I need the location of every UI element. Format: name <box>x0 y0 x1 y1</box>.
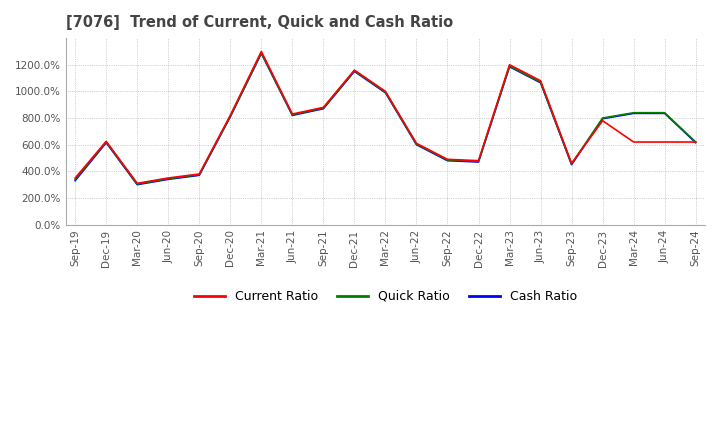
Current Ratio <box>444 157 452 162</box>
Current Ratio <box>164 176 173 181</box>
Quick Ratio <box>505 63 514 69</box>
Quick Ratio <box>257 50 266 55</box>
Text: [7076]  Trend of Current, Quick and Cash Ratio: [7076] Trend of Current, Quick and Cash … <box>66 15 453 30</box>
Current Ratio <box>226 113 235 118</box>
Current Ratio <box>319 105 328 110</box>
Quick Ratio <box>381 89 390 95</box>
Cash Ratio <box>412 142 420 147</box>
Quick Ratio <box>567 161 576 167</box>
Current Ratio <box>350 67 359 73</box>
Current Ratio <box>660 139 669 145</box>
Current Ratio <box>195 171 204 176</box>
Current Ratio <box>381 89 390 94</box>
Cash Ratio <box>195 172 204 178</box>
Quick Ratio <box>629 110 638 115</box>
Current Ratio <box>691 139 700 145</box>
Cash Ratio <box>319 106 328 111</box>
Current Ratio <box>71 176 79 181</box>
Current Ratio <box>536 78 545 84</box>
Line: Current Ratio: Current Ratio <box>75 51 696 183</box>
Quick Ratio <box>350 68 359 73</box>
Cash Ratio <box>505 64 514 70</box>
Current Ratio <box>102 139 110 144</box>
Current Ratio <box>629 139 638 145</box>
Quick Ratio <box>133 181 142 187</box>
Current Ratio <box>288 111 297 117</box>
Current Ratio <box>412 141 420 146</box>
Line: Quick Ratio: Quick Ratio <box>75 53 696 184</box>
Quick Ratio <box>195 172 204 177</box>
Current Ratio <box>567 161 576 166</box>
Quick Ratio <box>164 176 173 181</box>
Cash Ratio <box>164 177 173 182</box>
Cash Ratio <box>567 162 576 167</box>
Cash Ratio <box>71 178 79 183</box>
Quick Ratio <box>288 112 297 117</box>
Quick Ratio <box>71 177 79 182</box>
Quick Ratio <box>412 141 420 147</box>
Cash Ratio <box>536 80 545 85</box>
Current Ratio <box>505 62 514 67</box>
Quick Ratio <box>474 159 483 164</box>
Cash Ratio <box>257 51 266 56</box>
Cash Ratio <box>226 114 235 119</box>
Cash Ratio <box>660 111 669 116</box>
Cash Ratio <box>691 140 700 145</box>
Quick Ratio <box>102 139 110 145</box>
Quick Ratio <box>660 110 669 115</box>
Current Ratio <box>474 158 483 163</box>
Quick Ratio <box>444 158 452 163</box>
Current Ratio <box>257 49 266 54</box>
Cash Ratio <box>133 182 142 187</box>
Quick Ratio <box>536 80 545 85</box>
Line: Cash Ratio: Cash Ratio <box>75 53 696 185</box>
Current Ratio <box>598 118 607 123</box>
Cash Ratio <box>288 113 297 118</box>
Cash Ratio <box>381 90 390 95</box>
Legend: Current Ratio, Quick Ratio, Cash Ratio: Current Ratio, Quick Ratio, Cash Ratio <box>189 285 582 308</box>
Cash Ratio <box>444 158 452 163</box>
Quick Ratio <box>319 106 328 111</box>
Quick Ratio <box>691 139 700 145</box>
Quick Ratio <box>226 114 235 119</box>
Cash Ratio <box>350 69 359 74</box>
Cash Ratio <box>102 140 110 145</box>
Cash Ratio <box>598 116 607 121</box>
Current Ratio <box>133 181 142 186</box>
Quick Ratio <box>598 115 607 121</box>
Cash Ratio <box>629 111 638 116</box>
Cash Ratio <box>474 159 483 165</box>
